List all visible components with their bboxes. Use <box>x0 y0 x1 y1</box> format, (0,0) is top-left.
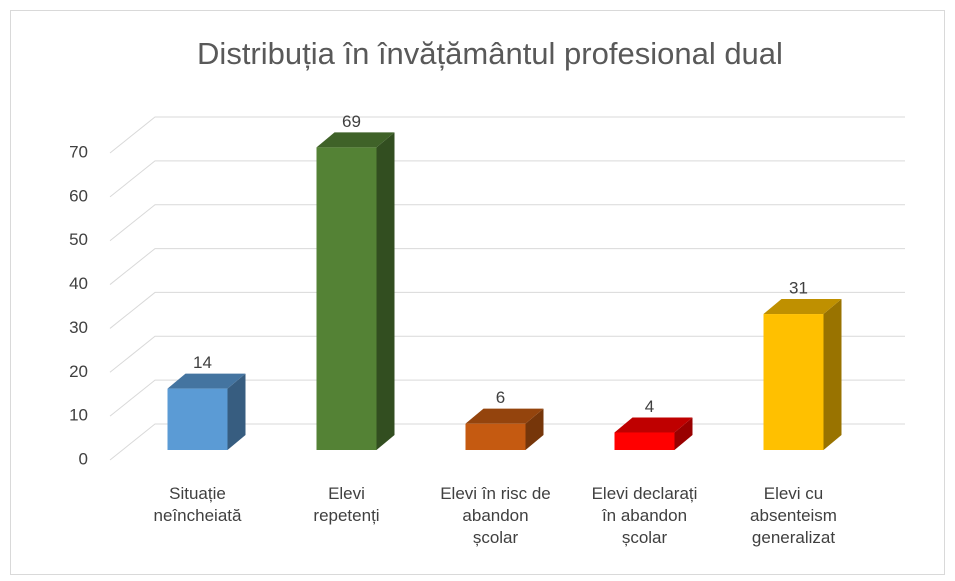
grid-line <box>109 204 905 242</box>
grid-line <box>109 116 905 154</box>
bar-side <box>823 299 842 450</box>
y-tick-label: 70 <box>69 142 88 161</box>
value-label: 69 <box>342 112 361 131</box>
grid-line <box>109 335 905 373</box>
bar-side <box>674 417 693 450</box>
value-label: 31 <box>789 279 808 298</box>
bar-top <box>614 417 693 433</box>
chart-title: Distribuția în învățământul profesional … <box>197 36 783 71</box>
y-tick-label: 50 <box>69 230 88 249</box>
bar-side <box>227 373 246 450</box>
bar-top <box>763 299 842 315</box>
y-tick-label: 20 <box>69 362 88 381</box>
x-tick-label: Elevi cu absenteism generalizat <box>750 484 837 547</box>
bar <box>763 314 824 450</box>
grid-line <box>109 160 905 198</box>
bar <box>614 432 675 450</box>
value-label: 4 <box>645 397 654 416</box>
bar-side <box>525 408 544 450</box>
y-tick-label: 60 <box>69 186 88 205</box>
x-tick-label: Elevi repetenți <box>313 484 380 525</box>
bar-top <box>316 132 395 148</box>
bar <box>167 388 228 450</box>
grid-line <box>109 248 905 285</box>
x-tick-label: Elevi în risc de abandon școlar <box>440 484 551 547</box>
y-tick-label: 30 <box>69 318 88 337</box>
bar-top <box>167 373 246 389</box>
bar-side <box>376 132 395 450</box>
value-label: 6 <box>496 388 505 407</box>
y-tick-label: 40 <box>69 274 88 293</box>
x-tick-label: Elevi declarați în abandon școlar <box>591 484 698 547</box>
bar-top <box>465 408 544 424</box>
grid-line <box>109 379 905 417</box>
value-label: 14 <box>193 353 212 372</box>
y-tick-label: 10 <box>69 406 88 425</box>
y-tick-label: 0 <box>79 449 88 468</box>
bar <box>316 147 377 450</box>
bar <box>465 423 526 450</box>
grid-line <box>109 291 905 329</box>
x-tick-label: Situație neîncheiată <box>153 484 242 525</box>
